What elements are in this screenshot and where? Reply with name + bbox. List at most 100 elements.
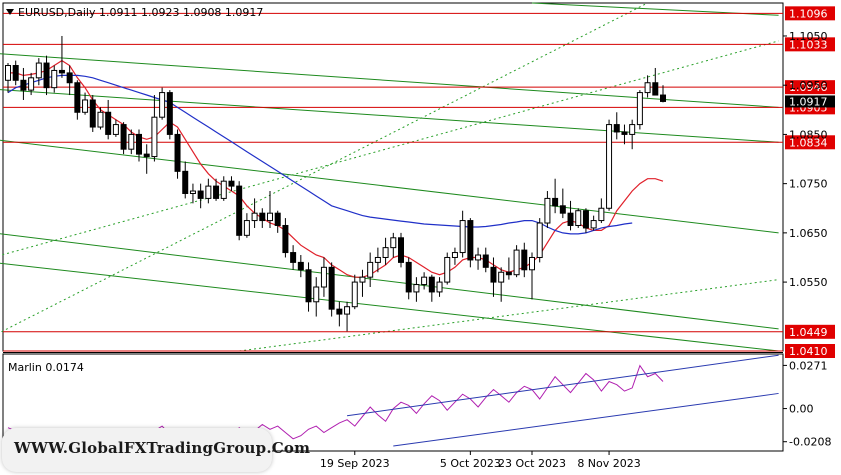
osc-tick-label-0.0271: 0.0271: [789, 359, 828, 372]
candle-body-52: [405, 261, 412, 293]
candle-body-59: [459, 220, 466, 254]
candle-body-63: [490, 266, 497, 283]
candle-body-35: [274, 212, 281, 226]
level-label-1.0946: 1.0946: [789, 81, 828, 94]
candle-body-67: [521, 249, 528, 271]
candle-body-24: [189, 190, 196, 194]
trend-line-8: [239, 279, 779, 352]
candle-body-8: [66, 72, 73, 84]
candle-body-44: [344, 306, 351, 315]
ma-red-line: [8, 59, 664, 278]
candle-body-74: [575, 210, 582, 226]
candle-body-11: [89, 99, 96, 128]
osc-tick-label--0.0208: -0.0208: [789, 436, 831, 449]
oscillator: 0.0271 0.00 -0.0208: [7, 354, 831, 449]
candle-body-69: [536, 222, 543, 258]
candle-body-47: [367, 261, 374, 278]
candle-body-10: [82, 99, 89, 113]
candle-body-72: [559, 205, 566, 214]
candles: [5, 35, 666, 332]
candle-body-55: [428, 276, 435, 293]
candle-body-56: [436, 281, 443, 293]
candle-body-54: [421, 276, 428, 286]
candle-body-36: [282, 224, 289, 254]
osc-channel-upper: [346, 354, 779, 417]
candle-body-42: [328, 266, 335, 310]
candle-body-27: [213, 185, 220, 199]
level-label-1.0410: 1.0410: [789, 345, 828, 358]
level-tag-1.1033: [785, 37, 835, 52]
candle-body-14: [112, 124, 119, 135]
current-price-label: 1.0917: [789, 95, 828, 108]
level-label-1.1096: 1.1096: [789, 7, 828, 20]
candle-body-71: [552, 197, 559, 207]
candle-body-76: [590, 220, 597, 229]
candle-body-9: [74, 82, 81, 113]
candle-body-78: [606, 124, 613, 209]
candle-body-41: [320, 266, 327, 288]
time-label-1: 5 Oct 2023: [440, 457, 501, 470]
ma-blue-line: [7, 74, 633, 235]
trend-line-2: [0, 139, 779, 234]
level-tag-1.0449: [785, 324, 835, 339]
candle-body-15: [120, 124, 127, 150]
candle-body-30: [236, 185, 243, 236]
watermark: WWW.GlobalFXTradingGroup.Com: [14, 439, 311, 457]
candle-body-66: [513, 249, 520, 276]
candle-body-29: [228, 180, 235, 187]
candle-body-70: [544, 197, 551, 224]
candle-body-73: [567, 212, 574, 226]
candle-body-61: [475, 254, 482, 261]
level-label-1.0449: 1.0449: [789, 326, 828, 339]
candle-body-7: [58, 69, 65, 74]
level-tag-1.0410: [785, 344, 835, 358]
trend-line-7: [0, 40, 779, 256]
price-pane[interactable]: [2, 2, 784, 352]
candle-body-1: [12, 65, 19, 81]
trend-line-4: [0, 262, 779, 352]
level-label-1.1033: 1.1033: [789, 38, 828, 51]
candle-body-85: [660, 94, 666, 102]
candle-body-31: [243, 220, 250, 236]
candle-body-17: [136, 133, 142, 155]
time-label-2: 23 Oct 2023: [498, 457, 566, 470]
price-axis: 1.1050 1.0950 1.0850 1.0750 1.0650 1.0550 1.09…: [783, 30, 835, 289]
candle-body-68: [529, 256, 535, 271]
candle-body-82: [636, 92, 643, 126]
watermark-box: [2, 428, 272, 472]
candle-body-23: [182, 170, 189, 194]
level-tag-1.0946: [785, 80, 835, 95]
candle-body-58: [451, 252, 458, 258]
osc-tick-label-0.00: 0.00: [789, 403, 814, 416]
candle-body-65: [505, 271, 512, 276]
candle-body-48: [374, 256, 381, 263]
candle-body-64: [498, 271, 505, 283]
symbol-header: EURUSD,Daily 1.0911 1.0923 1.0908 1.0917: [18, 6, 263, 19]
candle-body-4: [35, 62, 42, 79]
candle-body-53: [413, 284, 420, 293]
candle-body-26: [205, 185, 212, 199]
price-tick-label-1.0850: 1.0850: [789, 128, 828, 141]
candle-body-3: [28, 77, 35, 91]
candle-body-45: [351, 281, 358, 308]
trend-line-1: [0, 89, 779, 143]
candle-body-0: [5, 65, 11, 81]
candle-body-81: [629, 124, 636, 135]
price-tick-label-1.0950: 1.0950: [789, 79, 828, 92]
price-tick-label-1.0750: 1.0750: [789, 178, 828, 191]
candle-body-2: [20, 79, 27, 91]
level-tag-1.1096: [785, 6, 835, 21]
candle-body-39: [305, 269, 312, 303]
candle-body-21: [166, 92, 173, 135]
horizontal-levels: 1.10961.10331.09461.09051.08341.04491.04…: [3, 6, 835, 358]
candle-body-75: [582, 210, 589, 229]
trend-line-3: [0, 233, 779, 330]
candle-body-37: [290, 252, 297, 263]
dropdown-triangle-icon[interactable]: [6, 9, 14, 15]
candle-body-50: [390, 237, 397, 249]
candle-body-79: [613, 124, 620, 133]
candle-body-5: [43, 62, 50, 89]
time-label-3: 8 Nov 2023: [577, 457, 640, 470]
